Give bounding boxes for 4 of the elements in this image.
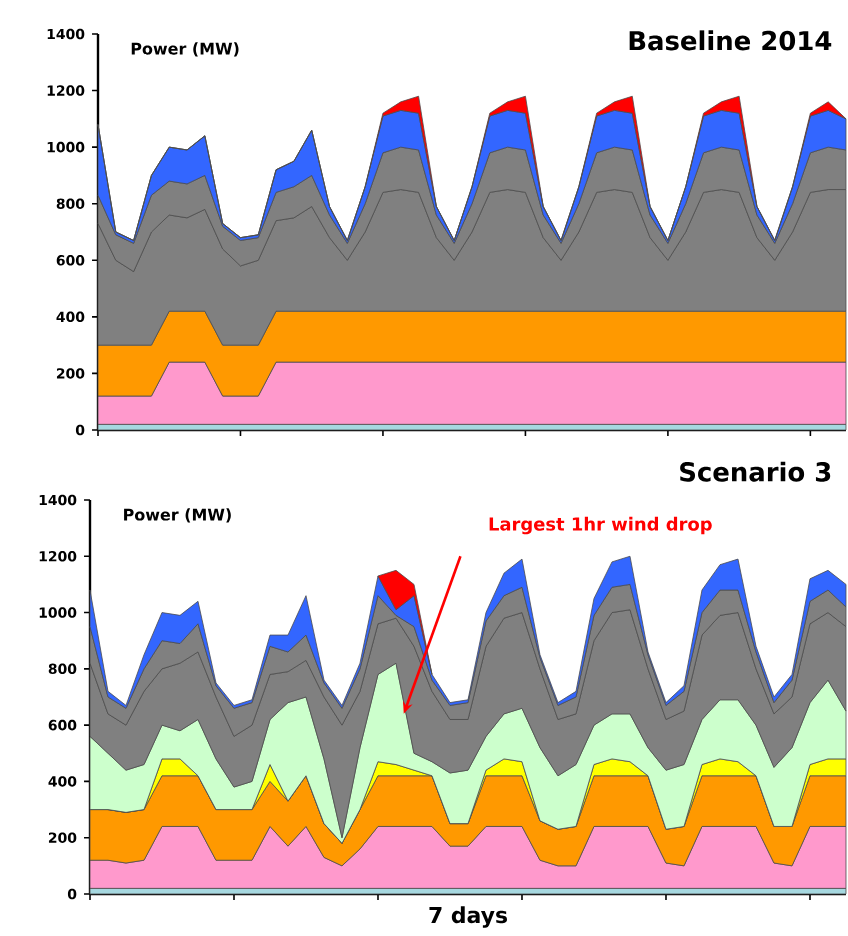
annotation: Largest 1hr wind drop (490, 516, 713, 535)
chart-title: Baseline 2014 (630, 30, 832, 51)
x-axis-title: 7 days (429, 906, 508, 928)
chart-title: Scenario 3 (680, 461, 831, 482)
